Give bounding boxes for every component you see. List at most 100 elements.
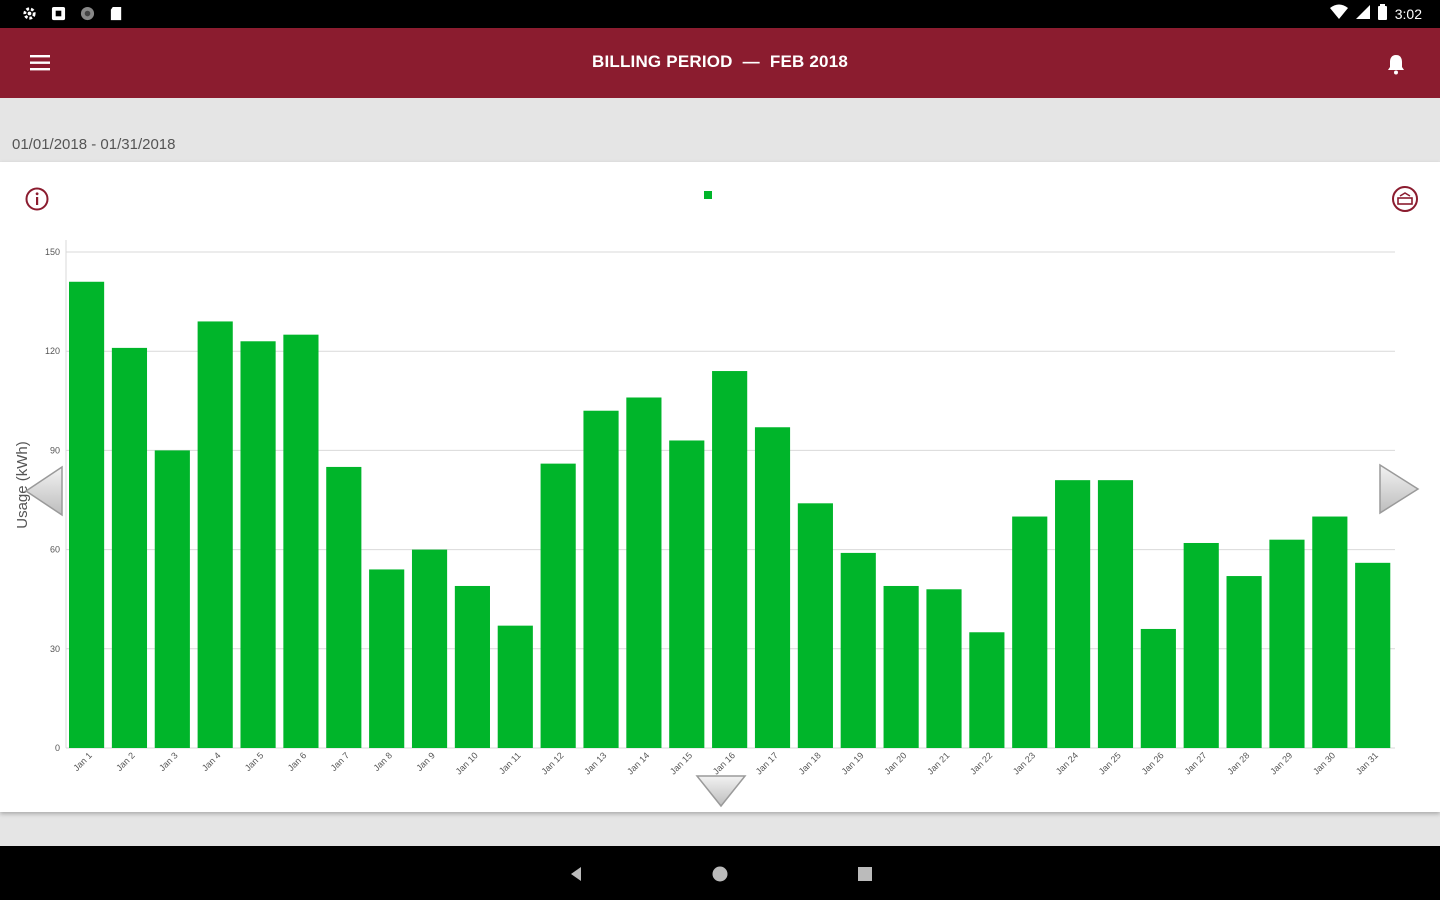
x-tick-label: Jan 25 — [1097, 750, 1123, 776]
recent-square-icon — [858, 867, 872, 881]
bar — [411, 549, 448, 748]
bar — [1140, 628, 1176, 748]
bar — [840, 552, 876, 748]
x-tick-label: Jan 13 — [582, 750, 608, 776]
date-range: 01/01/2018 - 01/31/2018 — [12, 136, 176, 153]
notifications-button[interactable] — [1382, 50, 1410, 78]
bell-icon — [1388, 55, 1404, 75]
system-nav-bar — [0, 846, 1440, 900]
x-tick-label: Jan 23 — [1011, 750, 1037, 776]
bar — [926, 589, 962, 748]
clock: 3:02 — [1394, 5, 1422, 22]
bar — [154, 450, 190, 748]
bar — [1097, 480, 1134, 748]
bar — [240, 341, 276, 748]
bar — [1355, 562, 1391, 748]
x-tick-label: Jan 19 — [839, 750, 865, 776]
bar — [1183, 542, 1219, 748]
back-button[interactable] — [566, 864, 586, 884]
bar — [1012, 516, 1048, 748]
bar — [626, 397, 662, 748]
x-tick-label: Jan 4 — [200, 750, 223, 773]
status-right: 3:02 — [1329, 4, 1422, 23]
next-period-button[interactable] — [1376, 462, 1422, 516]
y-axis-label: Usage (kWh) — [14, 441, 31, 529]
bar — [883, 585, 919, 748]
legend-swatch — [704, 191, 712, 199]
wifi-icon — [1329, 4, 1348, 23]
status-bar: 3:02 — [0, 0, 1440, 28]
hamburger-menu-icon — [30, 55, 50, 71]
back-triangle-icon — [571, 867, 581, 881]
y-tick-label: 120 — [45, 346, 60, 356]
x-tick-label: Jan 27 — [1182, 750, 1208, 776]
period-bar: 01/01/2018 - 01/31/2018 — [0, 98, 1440, 162]
bar — [540, 463, 576, 748]
bar — [754, 427, 791, 748]
compare-button[interactable] — [1390, 184, 1420, 214]
triangle-down-icon — [695, 775, 747, 808]
x-tick-label: Jan 8 — [371, 750, 394, 773]
bar — [111, 347, 148, 748]
page-title: BILLING PERIOD — FEB 2018 — [0, 52, 1440, 72]
bar — [797, 503, 833, 748]
y-tick-label: 60 — [50, 545, 60, 555]
x-tick-label: Jan 14 — [625, 750, 651, 776]
home-circle-icon — [712, 866, 728, 882]
triangle-left-icon — [24, 465, 63, 517]
x-tick-label: Jan 22 — [968, 750, 994, 776]
x-tick-label: Jan 17 — [754, 750, 780, 776]
x-tick-label: Jan 26 — [1140, 750, 1166, 776]
recent-apps-button[interactable] — [855, 864, 875, 884]
x-tick-label: Jan 9 — [414, 750, 437, 773]
x-tick-label: Jan 7 — [329, 750, 352, 773]
battery-icon — [1377, 4, 1387, 23]
x-tick-label: Jan 3 — [157, 750, 180, 773]
home-button[interactable] — [710, 864, 730, 884]
bar — [712, 371, 748, 748]
signal-icon — [1355, 4, 1370, 23]
bar — [583, 410, 619, 748]
x-tick-label: Jan 24 — [1054, 750, 1080, 776]
x-tick-label: Jan 31 — [1354, 750, 1380, 776]
usage-bar-chart: 0 30 60 90 120 150 Usage (kWh) Jan 1 Jan 2 Jan 3 J… — [14, 240, 1395, 777]
info-icon — [25, 187, 49, 211]
bar — [969, 632, 1005, 748]
info-button[interactable] — [24, 186, 50, 212]
bar — [283, 334, 319, 748]
x-tick-label: Jan 6 — [286, 750, 309, 773]
bar — [369, 569, 405, 748]
x-tick-label: Jan 5 — [243, 750, 266, 773]
menu-button[interactable] — [26, 50, 56, 76]
title-separator: — — [742, 52, 760, 71]
settings-icon — [22, 6, 37, 21]
x-tick-label: Jan 18 — [797, 750, 823, 776]
x-tick-label: Jan 28 — [1225, 750, 1251, 776]
notification-box-icon — [51, 6, 66, 21]
x-tick-label: Jan 21 — [925, 750, 951, 776]
chart-legend — [704, 191, 715, 199]
status-left-icons — [22, 6, 124, 21]
y-tick-label: 0 — [55, 743, 60, 753]
bar — [669, 440, 705, 748]
x-tick-label: Jan 1 — [71, 750, 94, 773]
x-tick-label: Jan 11 — [497, 750, 523, 776]
app-bar: BILLING PERIOD — FEB 2018 — [0, 28, 1440, 98]
sync-icon — [80, 6, 95, 21]
bar — [326, 466, 362, 748]
x-tick-label: Jan 2 — [114, 750, 137, 773]
compare-chart-icon — [1392, 186, 1418, 212]
x-tick-label: Jan 12 — [539, 750, 565, 776]
expand-details-button[interactable] — [694, 772, 748, 810]
y-tick-label: 90 — [50, 445, 60, 455]
bar — [454, 585, 490, 748]
y-tick-label: 30 — [50, 644, 60, 654]
previous-period-button[interactable] — [22, 464, 66, 518]
x-tick-label: Jan 29 — [1268, 750, 1294, 776]
bar — [1269, 539, 1305, 748]
sd-card-icon — [109, 6, 124, 21]
title-period: FEB 2018 — [769, 52, 849, 71]
x-tick-label: Jan 20 — [882, 750, 908, 776]
bar — [1312, 516, 1348, 748]
x-tick-label: Jan 30 — [1311, 750, 1337, 776]
